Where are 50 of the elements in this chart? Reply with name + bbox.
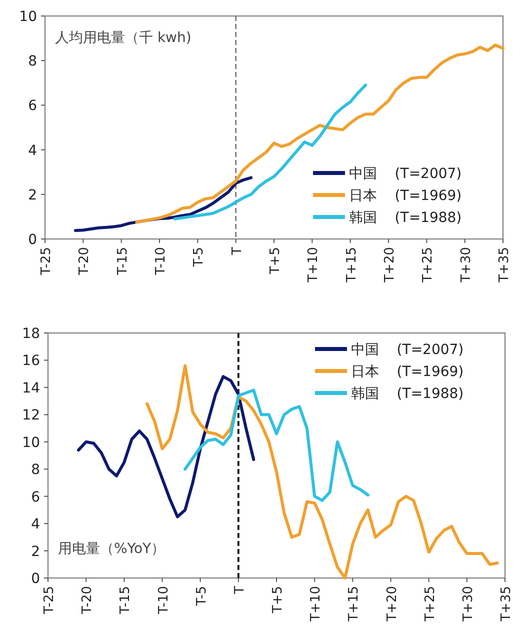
y-tick-label: 0 — [31, 571, 40, 587]
x-tick-label: T+30 — [460, 586, 476, 622]
x-tick-label: T+10 — [308, 586, 324, 622]
x-tick-label: T+15 — [346, 586, 362, 622]
x-tick-label: T+25 — [422, 586, 438, 622]
x-tick-label: T — [230, 246, 245, 256]
legend-label: 日本 (T=1969) — [349, 188, 462, 204]
x-tick-label: T-5 — [192, 247, 207, 268]
x-tick-label: T-5 — [194, 586, 210, 607]
x-tick-label: T-10 — [154, 247, 168, 276]
legend-label: 韩国 (T=1988) — [351, 386, 464, 402]
legend-label: 中国 (T=2007) — [349, 166, 462, 182]
x-tick-label: T+20 — [384, 586, 400, 622]
x-tick-label: T-15 — [115, 247, 130, 276]
x-tick-label: T-20 — [77, 247, 92, 276]
y-tick-label: 0 — [28, 232, 37, 248]
x-tick-label: T+25 — [420, 247, 436, 284]
annotation: 人均用电量（千 kwh) — [55, 30, 192, 46]
y-tick-label: 6 — [28, 98, 38, 114]
x-tick-label: T+5 — [270, 586, 286, 614]
x-tick-label: T+35 — [497, 247, 512, 284]
y-tick-label: 8 — [31, 462, 40, 478]
y-tick-label: 6 — [31, 489, 40, 506]
x-tick-label: T-25 — [42, 586, 57, 615]
y-tick-label: 2 — [28, 187, 37, 204]
x-tick-label: T+5 — [268, 247, 283, 276]
legend-label: 日本 (T=1969) — [351, 364, 464, 380]
x-tick-label: T-15 — [118, 586, 134, 615]
x-tick-label: T-25 — [39, 247, 54, 276]
y-tick-label: 2 — [31, 544, 40, 560]
y-tick-label: 14 — [22, 380, 40, 396]
x-tick-label: T-20 — [80, 586, 96, 615]
legend-label: 中国 (T=2007) — [351, 342, 464, 358]
x-tick-label: T-10 — [156, 586, 172, 615]
x-tick-label: T+10 — [306, 247, 322, 284]
y-tick-label: 10 — [19, 9, 37, 25]
y-tick-label: 4 — [31, 516, 40, 533]
legend-label: 韩国 (T=1988) — [349, 210, 462, 226]
y-tick-label: 12 — [22, 408, 40, 424]
x-tick-label: T+15 — [344, 247, 360, 284]
y-tick-label: 4 — [28, 142, 38, 159]
x-tick-label: T+20 — [382, 247, 398, 284]
annotation: 用电量（%YoY） — [58, 541, 166, 557]
y-tick-label: 18 — [22, 326, 40, 342]
y-tick-label: 10 — [22, 434, 40, 451]
x-tick-label: T+35 — [499, 586, 514, 622]
x-tick-label: T — [232, 586, 248, 595]
y-tick-label: 8 — [28, 54, 37, 70]
y-tick-label: 16 — [22, 353, 40, 370]
x-tick-label: T+30 — [458, 247, 474, 284]
